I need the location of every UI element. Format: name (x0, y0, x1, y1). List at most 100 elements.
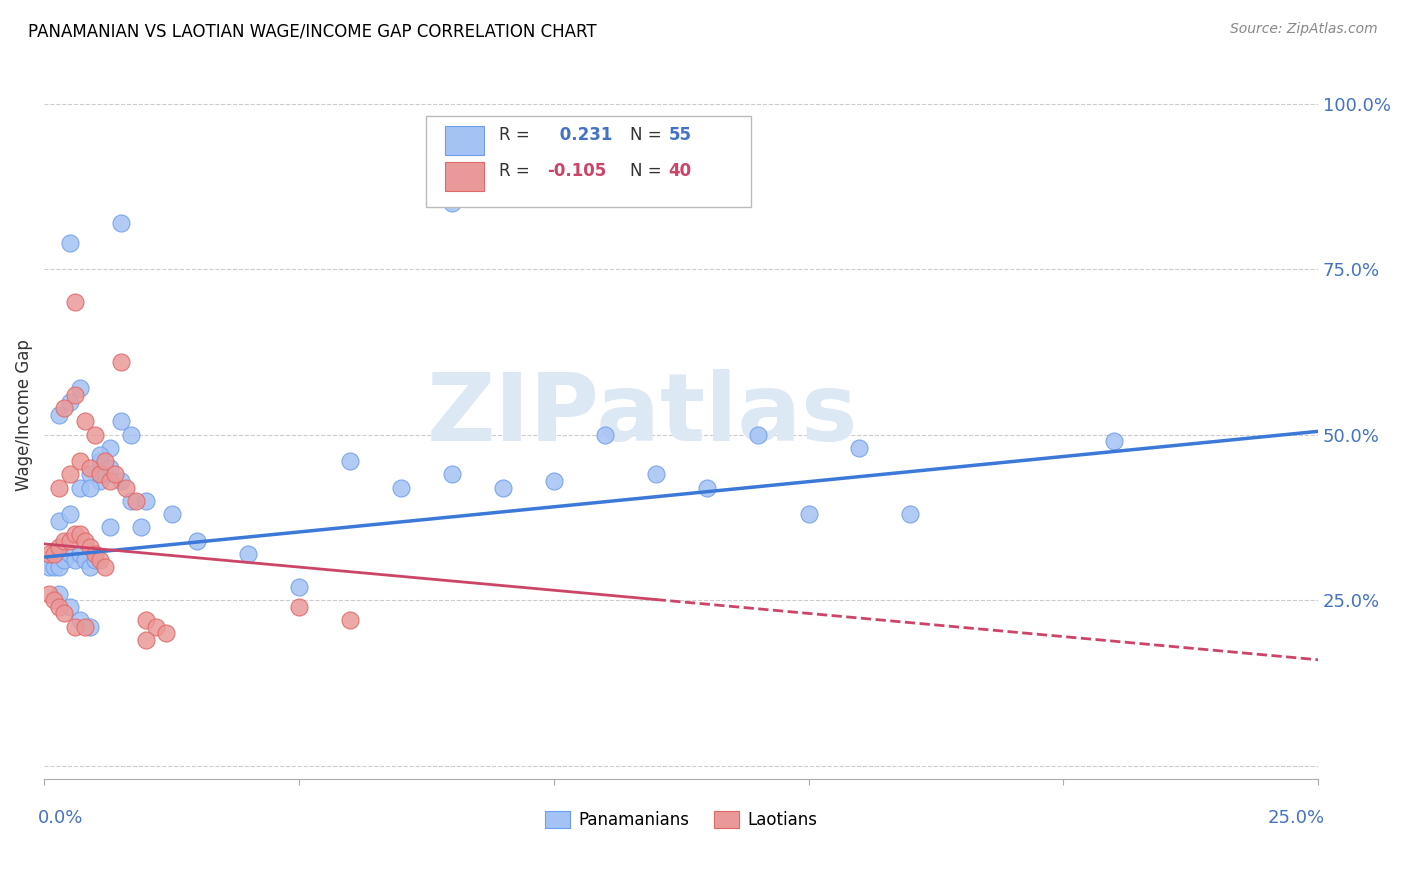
Point (79, 620, 101, 634)
Point (155, 626, 177, 640)
Point (492, 481, 515, 495)
Point (69, 613, 91, 627)
Point (389, 481, 412, 495)
Point (58, 235, 80, 250)
Point (114, 481, 136, 495)
Point (69, 527, 91, 541)
Point (135, 494, 157, 508)
Text: 25.0%: 25.0% (1267, 809, 1324, 827)
Point (58, 533, 80, 548)
Point (288, 599, 311, 614)
Point (58, 599, 80, 614)
Point (120, 427, 142, 442)
Point (89, 467, 111, 482)
Point (1104, 434, 1126, 449)
Point (288, 580, 311, 594)
Point (94, 560, 117, 574)
Point (63, 553, 86, 567)
FancyBboxPatch shape (446, 162, 484, 191)
Point (69, 481, 91, 495)
Point (79, 460, 101, 475)
Point (58, 507, 80, 521)
Point (339, 613, 361, 627)
Point (135, 632, 157, 647)
Point (94, 467, 117, 482)
Point (644, 467, 666, 482)
Point (84, 427, 107, 442)
Point (145, 620, 167, 634)
Point (110, 414, 132, 428)
Text: ZIPatlas: ZIPatlas (427, 368, 859, 461)
Point (89, 553, 111, 567)
Point (53, 533, 76, 548)
Point (125, 494, 148, 508)
Point (48, 481, 70, 495)
Point (79, 467, 101, 482)
Point (58, 467, 80, 482)
Point (53, 401, 76, 416)
Point (98, 460, 121, 475)
Point (110, 474, 132, 488)
Point (129, 520, 152, 534)
Point (44, 547, 66, 561)
Point (848, 441, 870, 455)
Point (440, 196, 463, 211)
Point (186, 533, 208, 548)
Point (48, 408, 70, 422)
Text: -0.105: -0.105 (547, 162, 606, 180)
FancyBboxPatch shape (426, 116, 751, 207)
Point (58, 547, 80, 561)
Point (236, 547, 259, 561)
Point (73, 533, 96, 548)
Point (69, 381, 91, 395)
Text: Source: ZipAtlas.com: Source: ZipAtlas.com (1230, 22, 1378, 37)
Point (89, 448, 111, 462)
Point (69, 547, 91, 561)
Point (339, 454, 361, 468)
Point (73, 620, 96, 634)
Text: R =: R = (499, 126, 530, 144)
Y-axis label: Wage/Income Gap: Wage/Income Gap (15, 339, 32, 491)
Text: 0.231: 0.231 (554, 126, 612, 144)
Text: N =: N = (630, 162, 666, 180)
Point (89, 454, 111, 468)
Point (160, 507, 183, 521)
Point (48, 560, 70, 574)
Point (63, 388, 86, 402)
Point (48, 514, 70, 528)
Point (73, 553, 96, 567)
Text: N =: N = (630, 126, 666, 144)
Point (135, 613, 157, 627)
Text: R =: R = (499, 162, 530, 180)
Point (44, 593, 66, 607)
Point (98, 520, 121, 534)
Point (63, 620, 86, 634)
Point (38, 560, 60, 574)
Point (79, 481, 101, 495)
Point (110, 216, 132, 230)
Text: 55: 55 (668, 126, 692, 144)
Point (44, 560, 66, 574)
Point (543, 474, 565, 488)
Point (48, 586, 70, 600)
Point (73, 414, 96, 428)
Point (38, 586, 60, 600)
Point (104, 467, 127, 482)
Point (120, 494, 142, 508)
Point (94, 454, 117, 468)
Point (53, 607, 76, 621)
Point (747, 427, 769, 442)
Point (58, 394, 80, 409)
Point (797, 507, 820, 521)
Point (48, 540, 70, 554)
Point (79, 540, 101, 554)
Text: 0.0%: 0.0% (38, 809, 83, 827)
Point (110, 355, 132, 369)
Point (84, 547, 107, 561)
Point (38, 547, 60, 561)
FancyBboxPatch shape (446, 126, 484, 155)
Point (84, 553, 107, 567)
Point (69, 454, 91, 468)
Text: PANAMANIAN VS LAOTIAN WAGE/INCOME GAP CORRELATION CHART: PANAMANIAN VS LAOTIAN WAGE/INCOME GAP CO… (28, 22, 596, 40)
Point (63, 295, 86, 310)
